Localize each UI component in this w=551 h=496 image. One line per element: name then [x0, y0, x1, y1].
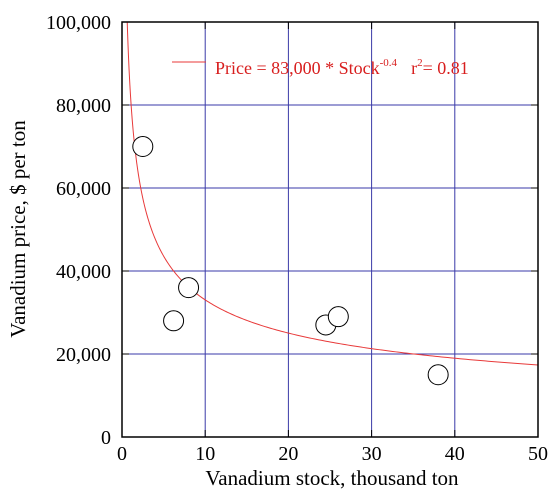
legend-r-superscript: 2	[417, 57, 423, 69]
y-tick-label: 100,000	[46, 12, 111, 34]
y-tick-labels: 0 20,000 40,000 60,000 80,000 100,000	[46, 12, 111, 449]
legend-equation: Price = 83,000 * Stock-0.4 r2= 0.81	[215, 57, 469, 78]
x-tick-label: 10	[195, 443, 215, 465]
data-point	[427, 364, 449, 386]
legend-exponent: -0.4	[380, 57, 398, 69]
data-point	[178, 277, 200, 299]
y-axis-title: Vanadium price, $ per ton	[6, 120, 30, 338]
legend-r-value: = 0.81	[423, 58, 469, 78]
y-tick-label: 60,000	[56, 178, 111, 200]
x-tick-label: 20	[278, 443, 298, 465]
power-fit-curve	[126, 21, 539, 366]
grid-lines	[122, 22, 538, 437]
data-point	[132, 136, 154, 157]
y-tick-label: 20,000	[56, 344, 111, 366]
legend-r-label: r	[411, 58, 417, 78]
y-tick-label: 40,000	[56, 261, 111, 283]
y-tick-label: 0	[101, 427, 111, 449]
data-point	[327, 306, 349, 328]
x-axis-title: Vanadium stock, thousand ton	[205, 466, 459, 490]
x-tick-label: 50	[528, 443, 548, 465]
legend: Price = 83,000 * Stock-0.4 r2= 0.81	[172, 57, 469, 78]
data-points	[132, 136, 449, 386]
fit-curve-layer	[126, 21, 539, 366]
x-tick-label: 0	[117, 443, 127, 465]
axis-ticks	[121, 21, 539, 438]
legend-equation-prefix: Price = 83,000 * Stock	[215, 58, 380, 78]
x-tick-labels: 0 10 20 30 40 50	[117, 443, 548, 465]
y-tick-label: 80,000	[56, 95, 111, 117]
x-tick-label: 30	[362, 443, 382, 465]
data-point	[163, 310, 185, 332]
plot-frame	[121, 21, 539, 438]
x-tick-label: 40	[445, 443, 465, 465]
